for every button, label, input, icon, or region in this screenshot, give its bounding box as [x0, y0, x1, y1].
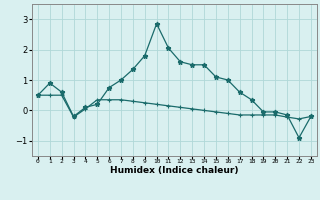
X-axis label: Humidex (Indice chaleur): Humidex (Indice chaleur): [110, 166, 239, 175]
